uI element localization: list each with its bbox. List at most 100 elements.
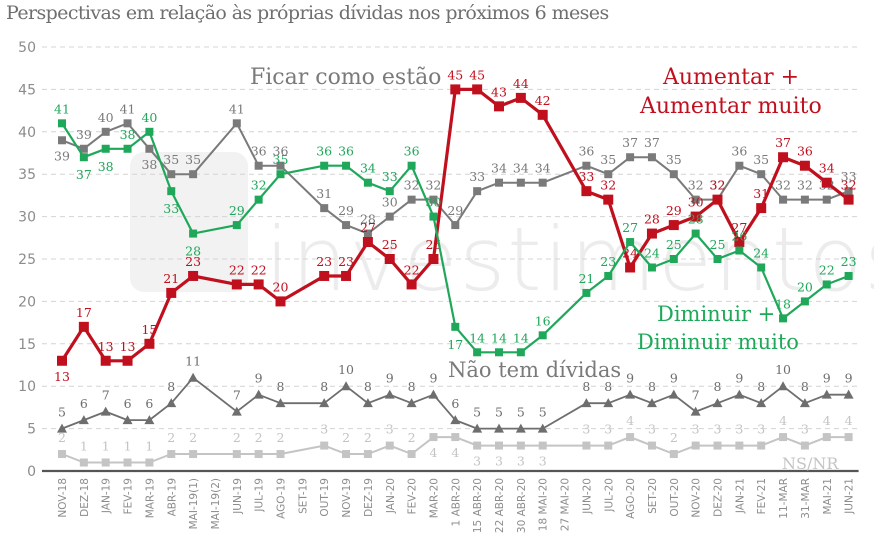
data-point-marker <box>690 406 701 416</box>
data-point-marker <box>712 398 723 408</box>
data-label: 32 <box>841 178 857 193</box>
data-point-marker <box>843 389 854 399</box>
data-point-marker <box>821 389 832 399</box>
data-label: 36 <box>404 144 420 159</box>
data-label: 38 <box>98 159 114 174</box>
data-label: 35 <box>600 152 616 167</box>
y-tick-label: 10 <box>18 379 36 395</box>
data-point-marker <box>626 433 635 442</box>
data-label: 5 <box>473 405 481 420</box>
data-label: 31 <box>753 186 769 201</box>
series-line-0 <box>61 122 849 235</box>
data-label: 43 <box>491 84 507 99</box>
data-label: 36 <box>578 144 594 159</box>
y-tick-label: 25 <box>18 252 36 268</box>
data-point-marker <box>495 348 503 357</box>
data-label: 3 <box>714 422 722 437</box>
data-label: 32 <box>425 178 441 193</box>
data-label: 9 <box>735 371 743 386</box>
x-tick-label: 15 ABR-20 <box>472 478 484 533</box>
y-tick-label: 30 <box>18 210 36 226</box>
data-label: 3 <box>495 454 503 469</box>
data-point-marker <box>123 119 132 128</box>
data-point-marker <box>581 186 592 197</box>
data-label: 14 <box>469 330 485 345</box>
data-label: 8 <box>757 379 765 394</box>
data-point-marker <box>363 178 372 187</box>
data-label: 32 <box>688 178 704 193</box>
data-point-marker <box>166 287 177 298</box>
data-label: 30 <box>425 195 441 210</box>
data-label: 3 <box>757 422 765 437</box>
data-point-marker <box>254 195 263 204</box>
data-point-marker <box>734 389 745 399</box>
x-tick-label: DEZ-20 <box>713 478 725 517</box>
data-label: 23 <box>185 254 201 269</box>
data-point-marker <box>276 450 285 459</box>
x-tick-label: SET-20 <box>647 478 659 514</box>
data-point-marker <box>342 221 351 230</box>
data-label: 33 <box>469 169 485 184</box>
data-point-marker <box>604 271 613 280</box>
data-point-marker <box>473 187 482 196</box>
data-point-marker <box>821 177 832 188</box>
data-label: 2 <box>408 430 416 445</box>
data-label: 7 <box>102 388 110 403</box>
data-point-marker <box>713 255 722 263</box>
data-point-marker <box>538 331 547 340</box>
data-point-marker <box>472 423 483 433</box>
data-point-marker <box>604 441 613 450</box>
data-point-marker <box>515 92 526 103</box>
data-point-marker <box>429 433 438 442</box>
data-label: 35 <box>753 152 769 167</box>
data-point-marker <box>232 450 241 459</box>
data-label: 33 <box>578 169 594 184</box>
data-label: 8 <box>364 379 372 394</box>
x-tick-label: MAR-19 <box>144 478 156 518</box>
data-point-marker <box>669 255 678 263</box>
data-point-marker <box>822 433 831 442</box>
data-label: 34 <box>491 161 507 176</box>
x-tick-label: NOV-18 <box>57 478 69 518</box>
data-point-marker <box>123 144 132 153</box>
data-point-marker <box>495 178 503 187</box>
data-point-marker <box>231 279 242 290</box>
data-label: 36 <box>251 144 267 159</box>
data-label: 8 <box>167 379 175 394</box>
data-point-marker <box>691 441 700 450</box>
data-label: 35 <box>163 152 179 167</box>
data-label: 23 <box>338 254 354 269</box>
data-label: 24 <box>644 245 660 260</box>
data-point-marker <box>626 153 635 162</box>
x-tick-label: 30 ABR-20 <box>516 478 528 533</box>
data-label: 16 <box>535 313 551 328</box>
x-tick-label: FEV-20 <box>407 478 419 514</box>
data-point-marker <box>275 296 286 307</box>
data-label: 2 <box>58 430 66 445</box>
data-label: 25 <box>666 237 682 252</box>
data-point-marker <box>188 270 199 281</box>
data-label: 20 <box>273 279 289 294</box>
x-tick-label: FEV-19 <box>123 478 135 514</box>
data-label: 4 <box>779 413 787 428</box>
data-label: 8 <box>408 379 416 394</box>
data-label: 9 <box>823 371 831 386</box>
x-tick-label: NOV-20 <box>691 478 703 518</box>
data-label: 32 <box>710 178 726 193</box>
x-tick-label: MAI-19(1) <box>188 478 200 529</box>
data-label: 22 <box>404 262 420 277</box>
data-label: 28 <box>185 244 201 259</box>
data-point-marker <box>79 458 88 467</box>
data-point-marker <box>320 204 329 213</box>
data-point-marker <box>735 246 744 255</box>
data-label: 39 <box>76 127 92 142</box>
data-label: 42 <box>535 93 551 108</box>
data-label: 38 <box>141 157 157 172</box>
x-tick-label: JUL-20 <box>603 478 615 513</box>
data-point-marker <box>253 389 264 399</box>
y-tick-label: 5 <box>27 422 36 438</box>
data-label: 36 <box>797 144 813 159</box>
data-label: 22 <box>251 262 267 277</box>
data-point-marker <box>254 161 263 170</box>
data-label: 3 <box>648 422 656 437</box>
